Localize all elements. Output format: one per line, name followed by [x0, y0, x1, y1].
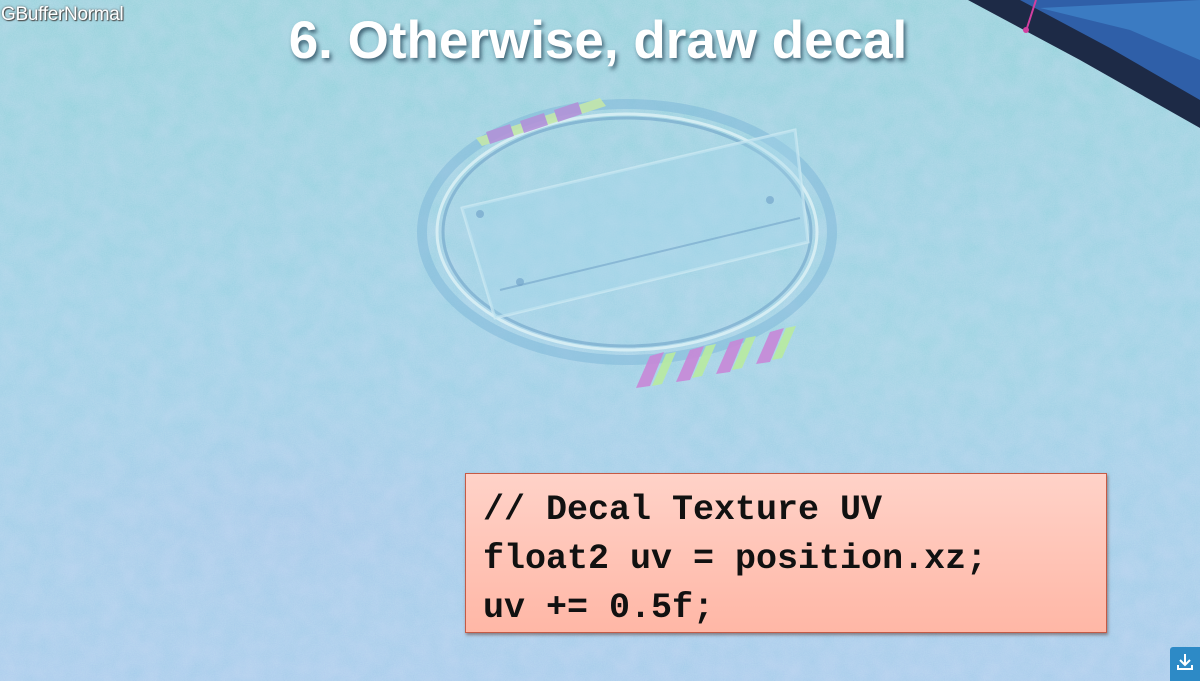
code-line-uv-assign: float2 uv = position.xz; — [483, 539, 988, 579]
slide-title: 6. Otherwise, draw decal — [288, 11, 908, 70]
manhole-decal — [417, 98, 837, 388]
download-icon — [1177, 654, 1193, 670]
gbuffer-label: GBufferNormal — [1, 4, 124, 25]
code-snippet-box: // Decal Texture UV float2 uv = position… — [465, 473, 1107, 633]
download-button[interactable] — [1170, 647, 1200, 681]
code-line-comment: // Decal Texture UV — [483, 490, 883, 530]
code-line-uv-offset: uv += 0.5f; — [483, 588, 715, 628]
